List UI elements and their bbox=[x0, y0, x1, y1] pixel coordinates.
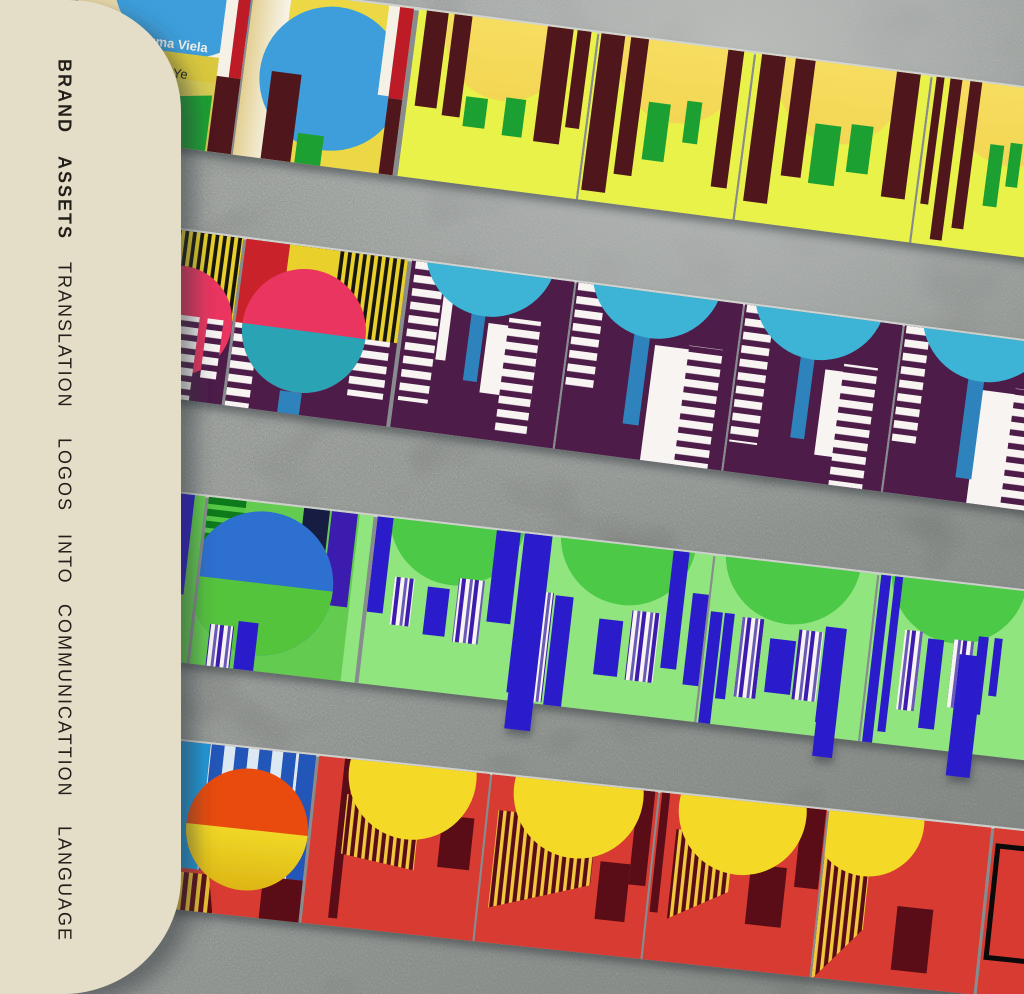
svg-text:TRANSLATION: TRANSLATION bbox=[55, 262, 75, 409]
svg-text:BRAND: BRAND bbox=[55, 59, 75, 134]
svg-text:LANGUAGE: LANGUAGE bbox=[55, 826, 75, 942]
svg-text:INTO: INTO bbox=[55, 534, 75, 585]
svg-text:COMMUNICATTION: COMMUNICATTION bbox=[55, 604, 75, 798]
svg-text:ASSETS: ASSETS bbox=[55, 156, 75, 240]
svg-text:LOGOS: LOGOS bbox=[55, 438, 75, 512]
